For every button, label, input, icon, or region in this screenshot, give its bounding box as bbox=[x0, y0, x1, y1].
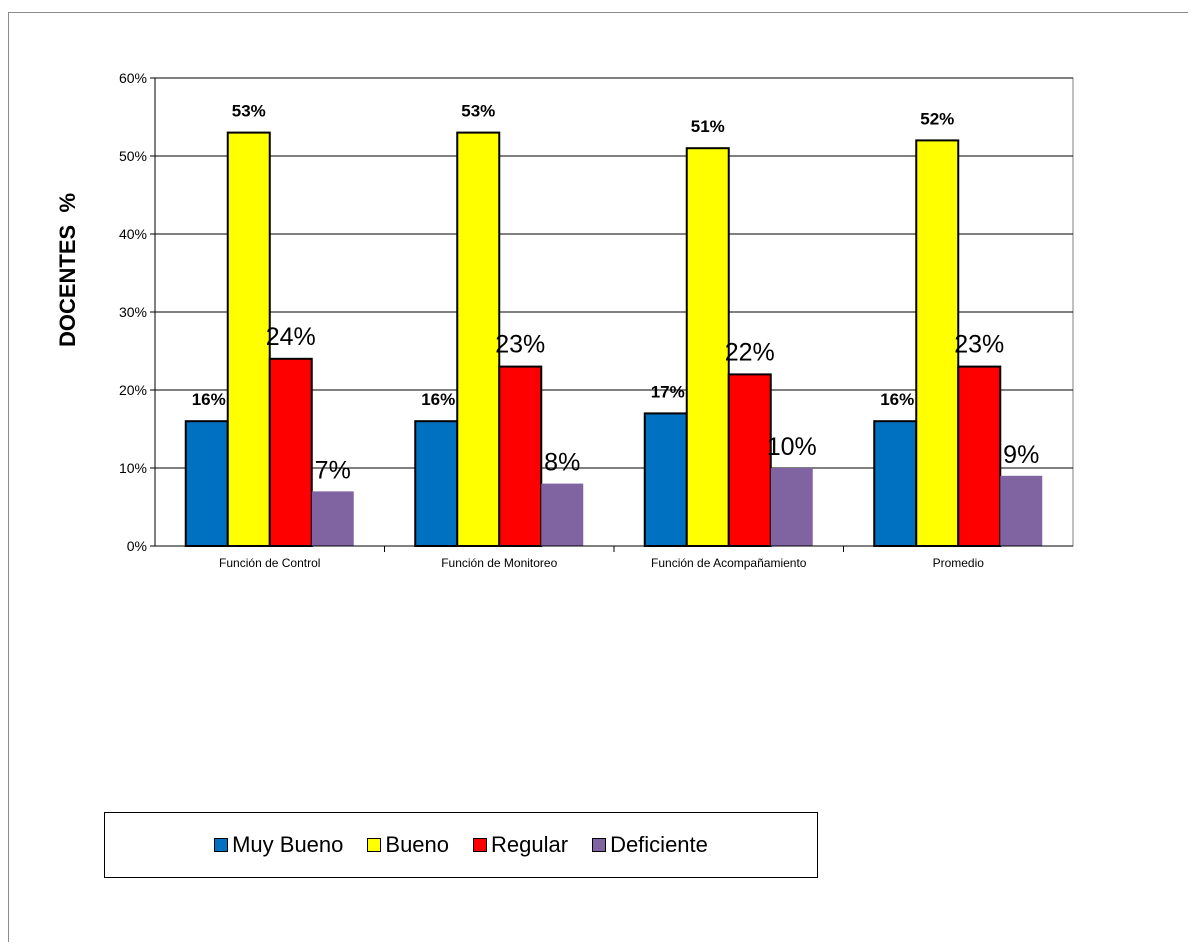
data-label: 17% bbox=[651, 382, 685, 401]
bar-bueno bbox=[226, 131, 271, 547]
y-tick-label: 40% bbox=[119, 226, 147, 242]
y-tick-label: 50% bbox=[119, 148, 147, 164]
data-label: 10% bbox=[767, 433, 817, 461]
bar-muy-bueno bbox=[184, 420, 229, 548]
bar-deficiente bbox=[311, 491, 354, 546]
chart-frame bbox=[8, 12, 1188, 942]
data-label: 51% bbox=[691, 117, 725, 136]
y-axis-ticks: 0% 10% 20% 30% 40% 50% 60% bbox=[119, 70, 155, 554]
legend-item: Regular bbox=[473, 832, 568, 858]
data-label: 16% bbox=[880, 390, 914, 409]
bar-chart: 0% 10% 20% 30% 40% 50% 60% 16% 53% 24% 7% 16% 53% 23… bbox=[55, 70, 1074, 570]
y-tick-label: 0% bbox=[127, 538, 147, 554]
y-axis-label: DOCENTES % bbox=[55, 193, 80, 347]
bar-deficiente bbox=[770, 468, 813, 546]
data-label: 9% bbox=[1003, 441, 1039, 469]
bar-bueno bbox=[456, 131, 501, 547]
y-tick-label: 20% bbox=[119, 382, 147, 398]
legend-item: Muy Bueno bbox=[214, 832, 343, 858]
bar-deficiente bbox=[541, 483, 584, 546]
bar-bueno bbox=[915, 139, 960, 547]
bar-muy-bueno bbox=[643, 412, 688, 547]
legend-item: Deficiente bbox=[592, 832, 708, 858]
legend-label: Deficiente bbox=[610, 832, 708, 857]
bar-regular bbox=[268, 357, 313, 547]
bar-bueno bbox=[685, 147, 730, 547]
bar-regular bbox=[727, 373, 772, 547]
y-tick-label: 10% bbox=[119, 460, 147, 476]
x-tick-label: Función de Control bbox=[219, 556, 320, 570]
data-label: 7% bbox=[315, 456, 351, 484]
x-tick-label: Promedio bbox=[933, 556, 985, 570]
x-tick-label: Función de Monitoreo bbox=[441, 556, 557, 570]
bar-deficiente bbox=[1000, 475, 1043, 546]
x-axis-ticks: Función de Control Función de Monitoreo Fu… bbox=[219, 546, 984, 570]
legend: Muy Bueno Bueno Regular Deficiente bbox=[104, 812, 818, 878]
data-label: 52% bbox=[920, 109, 954, 128]
bar-muy-bueno bbox=[414, 420, 459, 548]
legend-label: Muy Bueno bbox=[232, 832, 344, 857]
legend-swatch bbox=[214, 838, 229, 852]
data-label: 23% bbox=[495, 331, 545, 359]
bar-regular bbox=[498, 365, 543, 547]
legend-label: Bueno bbox=[385, 832, 450, 857]
legend-label: Regular bbox=[491, 832, 569, 857]
data-labels: 16% 53% 24% 7% 16% 53% 23% 8% 17% 51% 22% 10% 16% 52%… bbox=[192, 102, 1040, 485]
legend-swatch bbox=[367, 838, 382, 852]
data-label: 8% bbox=[544, 449, 580, 477]
data-label: 22% bbox=[725, 338, 775, 366]
data-label: 53% bbox=[232, 102, 266, 121]
data-label: 16% bbox=[421, 390, 455, 409]
bar-regular bbox=[957, 365, 1002, 547]
y-tick-label: 30% bbox=[119, 304, 147, 320]
x-tick-label: Función de Acompañamiento bbox=[651, 556, 807, 570]
data-label: 53% bbox=[461, 102, 495, 121]
data-label: 23% bbox=[954, 331, 1004, 359]
bar-muy-bueno bbox=[873, 420, 918, 548]
y-tick-label: 60% bbox=[119, 70, 147, 86]
legend-swatch bbox=[473, 838, 488, 852]
legend-swatch bbox=[592, 838, 607, 852]
data-label: 24% bbox=[266, 323, 316, 351]
data-label: 16% bbox=[192, 390, 226, 409]
legend-item: Bueno bbox=[367, 832, 449, 858]
